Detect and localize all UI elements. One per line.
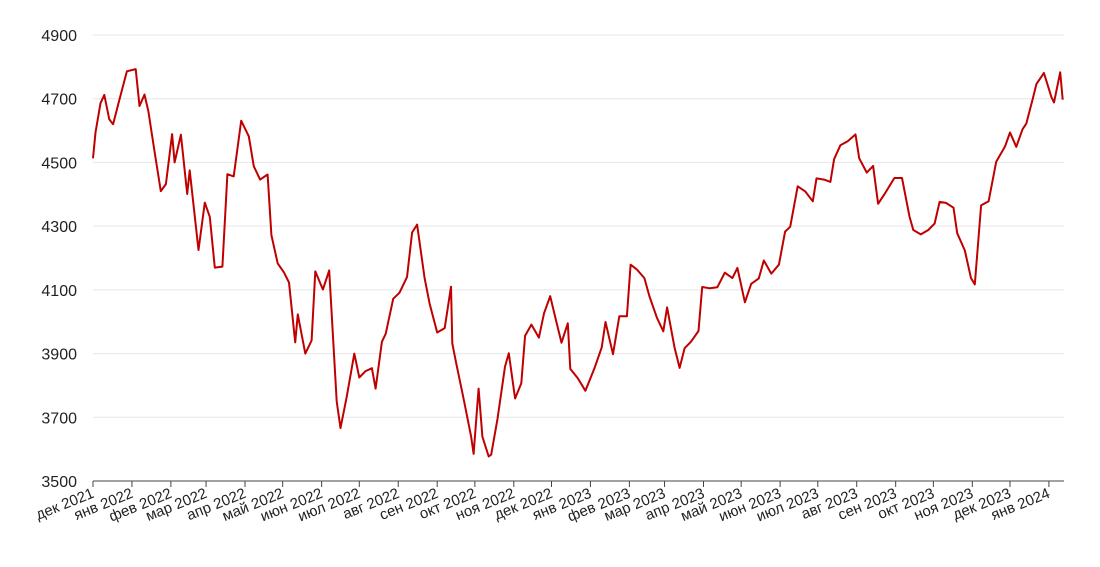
gridlines bbox=[93, 34, 1064, 482]
series-layer bbox=[92, 68, 1064, 458]
y-axis-tick-labels: 3500 3700 3900 4100 4300 4500 4700 4900 bbox=[41, 28, 77, 491]
y-tick-label: 3500 bbox=[41, 474, 77, 491]
y-tick-label: 4700 bbox=[41, 92, 77, 109]
y-tick-label: 4300 bbox=[41, 219, 77, 236]
y-tick-label: 4500 bbox=[41, 155, 77, 172]
y-tick-label: 3700 bbox=[41, 410, 77, 427]
y-tick-label: 4900 bbox=[41, 28, 77, 45]
y-tick-label: 4100 bbox=[41, 283, 77, 300]
y-tick-label: 3900 bbox=[41, 347, 77, 364]
series-line bbox=[92, 68, 1064, 458]
